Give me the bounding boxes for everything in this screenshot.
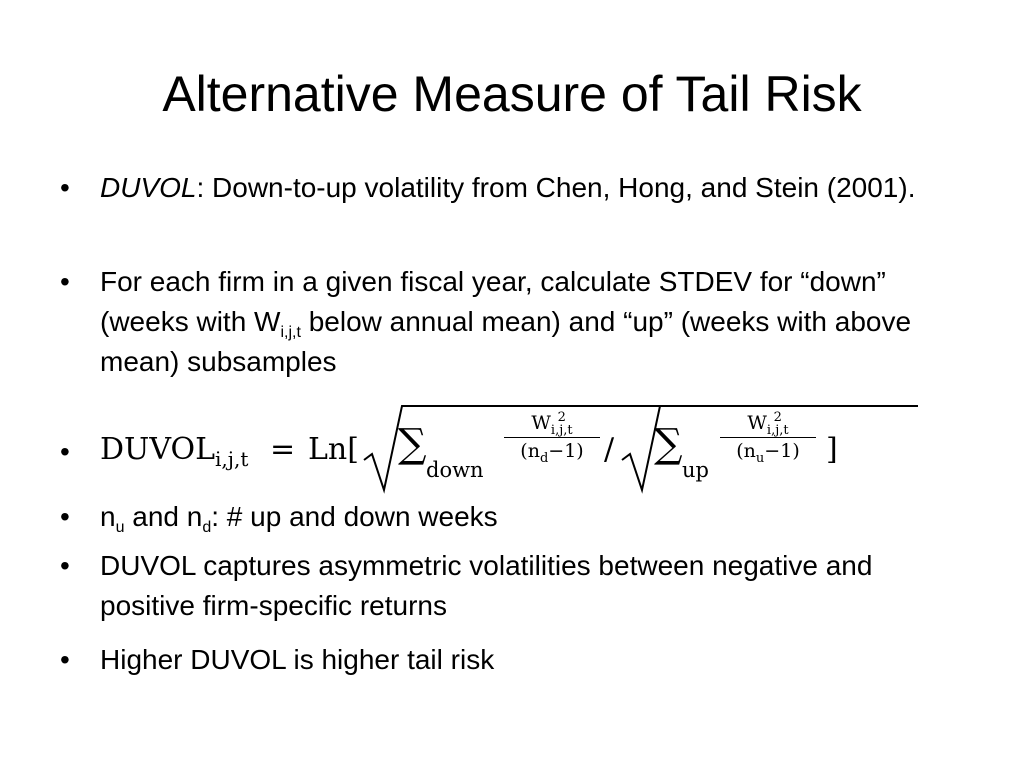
formula-ln: Ln[: [308, 432, 359, 467]
duvol-term: DUVOL: [100, 172, 197, 203]
nd-mid: and n: [124, 501, 203, 532]
frac-down-num-sub: i,j,t: [550, 423, 573, 438]
fraction-down: W 2 i,j,t (nd−1): [504, 410, 600, 466]
stdev-text-pre: For each firm in a given fiscal year, ca…: [100, 266, 886, 337]
frac-up-denominator-n: n: [743, 440, 756, 462]
bullet-marker: •: [60, 644, 70, 675]
frac-up-numerator: W: [747, 412, 767, 434]
frac-up-den-rest: −1: [764, 440, 793, 462]
frac-down-numerator: W: [531, 412, 551, 434]
sigma-down: ∑: [398, 421, 427, 467]
duvol-formula: DUVOLi,j,t = Ln[ ∑ down W 2 i,j,t (nd−1) /…: [100, 404, 960, 494]
formula-slash: /: [604, 432, 615, 467]
sqrt-down-sign: [363, 405, 700, 494]
formula-lhs-subscript: i,j,t: [215, 447, 249, 471]
bullet-marker: •: [60, 266, 70, 297]
frac-up-num-sup: 2: [773, 410, 782, 425]
sigma-up: ∑: [654, 421, 683, 467]
bullet-marker: •: [60, 550, 70, 581]
sigma-down-label: down: [426, 458, 484, 482]
duvol-definition-text: : Down-to-up volatility from Chen, Hong,…: [196, 172, 916, 203]
nu-n: n: [100, 501, 116, 532]
bullet-marker: •: [60, 436, 70, 467]
nu-nd-description: : # up and down weeks: [211, 501, 498, 532]
fraction-up: W 2 i,j,t (nu−1): [720, 410, 816, 466]
frac-up-num-sub: i,j,t: [766, 423, 789, 438]
slide-title: Alternative Measure of Tail Risk: [162, 66, 862, 122]
w-subscript: i,j,t: [280, 324, 301, 341]
frac-down-denominator-n: n: [527, 440, 540, 462]
sigma-up-label: up: [682, 458, 709, 482]
bullet-marker: •: [60, 172, 70, 203]
frac-down-den-sub: d: [539, 450, 549, 466]
formula-close-bracket: ]: [826, 432, 838, 467]
frac-down-den-rest: −1: [548, 440, 577, 462]
higher-duvol-text: Higher DUVOL is higher tail risk: [100, 644, 495, 675]
sqrt-up-sign: [621, 405, 918, 494]
duvol-captures-text: DUVOL captures asymmetric volatilities b…: [100, 550, 873, 621]
formula-lhs: DUVOL: [100, 432, 215, 467]
nu-subscript: u: [115, 519, 125, 536]
formula-equals: =: [270, 432, 296, 467]
bullet-marker: •: [60, 501, 70, 532]
frac-down-num-sup: 2: [557, 410, 566, 425]
nd-subscript: d: [202, 519, 212, 536]
frac-up-den-sub: u: [755, 450, 765, 466]
stdev-text-post: below annual mean) and “up” (weeks with …: [100, 306, 912, 377]
